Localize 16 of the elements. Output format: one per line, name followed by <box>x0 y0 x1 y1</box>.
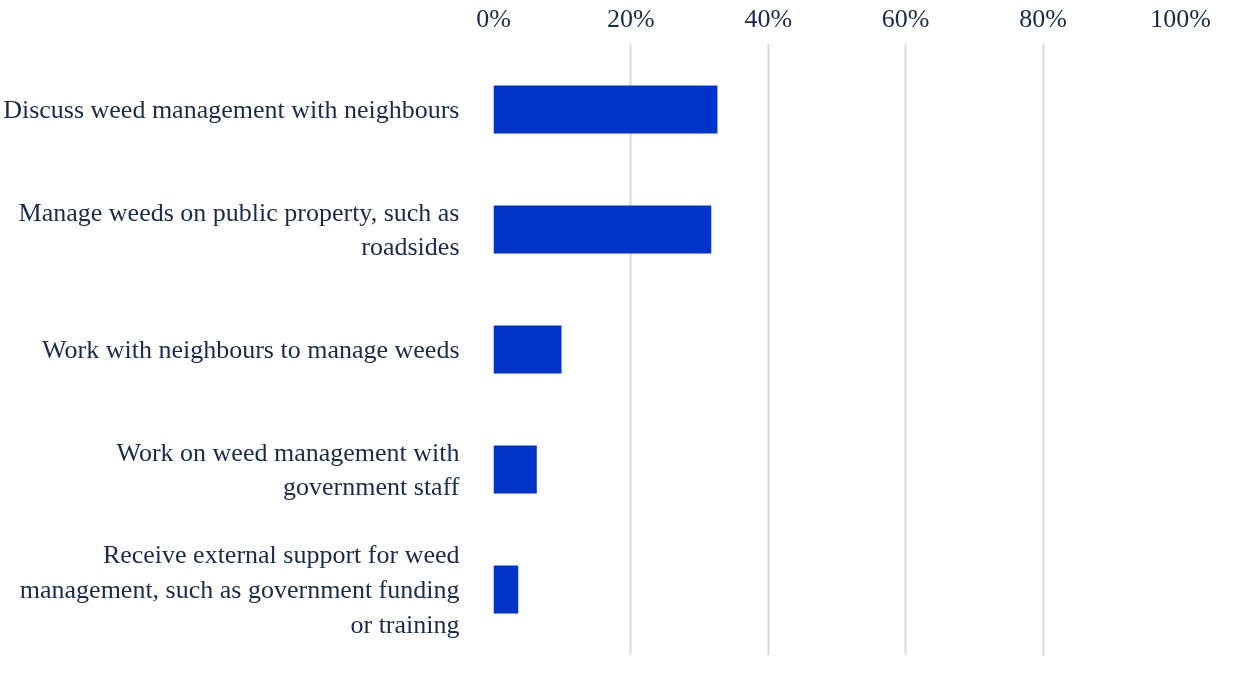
x-tick-label: 0% <box>476 3 511 33</box>
y-tick-label: Work on weed management with government staff <box>116 437 460 502</box>
x-tick-label: 80% <box>1019 3 1067 33</box>
x-tick-label: 100% <box>1150 3 1211 33</box>
x-tick-label: 20% <box>607 3 655 33</box>
bar <box>493 445 537 494</box>
bar <box>493 565 519 614</box>
bar <box>493 325 562 374</box>
y-tick-label: Discuss weed management with neighbours <box>3 95 460 124</box>
bar <box>493 85 718 134</box>
y-tick-label: Work with neighbours to manage weeds <box>42 335 460 364</box>
y-tick-label: Manage weeds on public property, such as roadsides <box>18 197 460 262</box>
x-tick-label: 40% <box>744 3 793 33</box>
y-tick-label: Receive external support for weed management, such as government funding or training <box>19 540 460 639</box>
bar <box>493 205 712 254</box>
x-tick-label: 60% <box>881 3 930 33</box>
